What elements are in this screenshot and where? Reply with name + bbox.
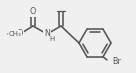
Text: O: O — [17, 29, 23, 38]
Text: N: N — [44, 29, 50, 38]
Text: O: O — [30, 8, 36, 16]
Text: Br: Br — [112, 57, 121, 66]
Text: CH₃: CH₃ — [9, 31, 22, 37]
Text: H: H — [49, 36, 55, 42]
